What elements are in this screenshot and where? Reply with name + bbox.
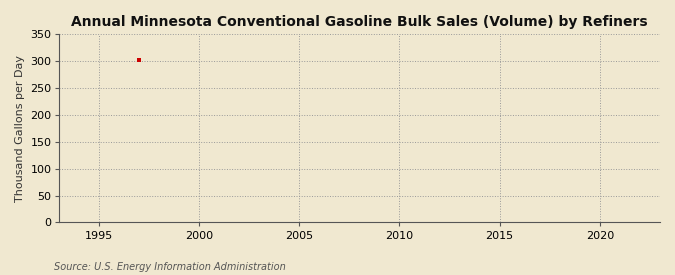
Text: Source: U.S. Energy Information Administration: Source: U.S. Energy Information Administ…	[54, 262, 286, 272]
Title: Annual Minnesota Conventional Gasoline Bulk Sales (Volume) by Refiners: Annual Minnesota Conventional Gasoline B…	[71, 15, 647, 29]
Y-axis label: Thousand Gallons per Day: Thousand Gallons per Day	[15, 55, 25, 202]
